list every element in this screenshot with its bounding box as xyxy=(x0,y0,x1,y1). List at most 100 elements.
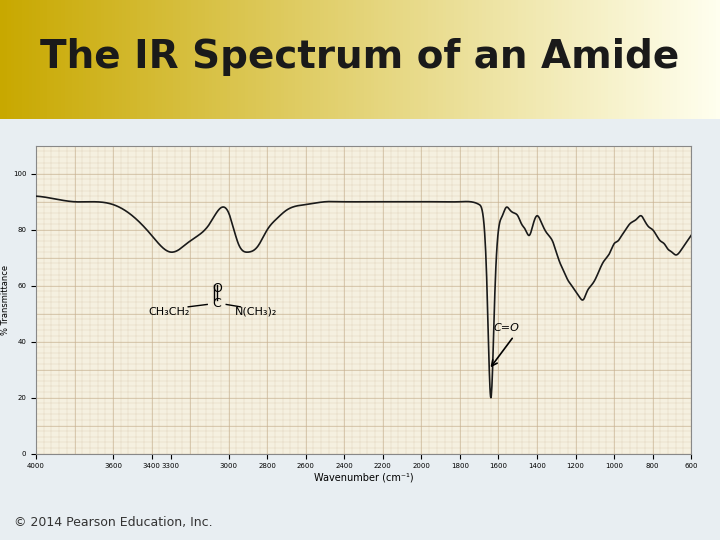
Bar xyxy=(180,0,184,119)
Bar xyxy=(133,0,137,119)
Bar xyxy=(281,0,284,119)
Bar xyxy=(209,0,212,119)
Bar xyxy=(137,0,140,119)
Bar xyxy=(418,0,421,119)
Y-axis label: % Transmittance: % Transmittance xyxy=(1,265,10,335)
Bar xyxy=(490,0,493,119)
Bar xyxy=(274,0,277,119)
Bar xyxy=(594,0,598,119)
Bar xyxy=(428,0,432,119)
Bar xyxy=(389,0,392,119)
Bar xyxy=(245,0,248,119)
Bar xyxy=(108,0,112,119)
Bar xyxy=(342,0,346,119)
Bar xyxy=(86,0,90,119)
Bar xyxy=(79,0,83,119)
Bar xyxy=(32,0,36,119)
Bar xyxy=(338,0,342,119)
Bar xyxy=(169,0,173,119)
Bar xyxy=(472,0,475,119)
Bar xyxy=(446,0,450,119)
Bar xyxy=(353,0,356,119)
Bar xyxy=(328,0,331,119)
Bar xyxy=(151,0,155,119)
Bar xyxy=(670,0,673,119)
Bar xyxy=(533,0,536,119)
Bar xyxy=(130,0,133,119)
X-axis label: Wavenumber (cm⁻¹): Wavenumber (cm⁻¹) xyxy=(314,472,413,482)
Bar xyxy=(634,0,637,119)
Bar xyxy=(605,0,608,119)
Bar xyxy=(374,0,378,119)
Bar xyxy=(346,0,349,119)
Bar xyxy=(641,0,644,119)
Bar xyxy=(277,0,281,119)
Bar xyxy=(630,0,634,119)
Bar xyxy=(360,0,364,119)
Bar xyxy=(54,0,58,119)
Bar xyxy=(76,0,79,119)
Bar xyxy=(500,0,504,119)
Bar xyxy=(43,0,47,119)
Bar xyxy=(464,0,468,119)
Bar xyxy=(234,0,238,119)
Bar xyxy=(220,0,223,119)
Bar xyxy=(230,0,234,119)
Bar xyxy=(299,0,302,119)
Bar xyxy=(558,0,562,119)
Bar xyxy=(266,0,270,119)
Bar xyxy=(414,0,418,119)
Bar xyxy=(241,0,245,119)
Bar xyxy=(349,0,353,119)
Bar xyxy=(698,0,702,119)
Bar xyxy=(216,0,220,119)
Bar xyxy=(11,0,14,119)
Bar xyxy=(421,0,425,119)
Bar xyxy=(22,0,25,119)
Bar xyxy=(482,0,486,119)
Bar xyxy=(547,0,551,119)
Bar xyxy=(256,0,259,119)
Bar xyxy=(590,0,594,119)
Bar xyxy=(126,0,130,119)
Bar xyxy=(601,0,605,119)
Bar xyxy=(356,0,360,119)
Bar xyxy=(212,0,216,119)
Bar xyxy=(317,0,320,119)
Bar xyxy=(580,0,583,119)
Bar xyxy=(382,0,385,119)
Bar xyxy=(666,0,670,119)
Bar xyxy=(608,0,612,119)
Bar xyxy=(7,0,11,119)
Bar xyxy=(223,0,227,119)
Bar xyxy=(680,0,684,119)
Bar xyxy=(61,0,65,119)
Bar xyxy=(486,0,490,119)
Bar xyxy=(320,0,324,119)
Bar xyxy=(378,0,382,119)
Bar xyxy=(90,0,94,119)
Bar xyxy=(659,0,662,119)
Text: CH₃CH₂: CH₃CH₂ xyxy=(148,307,190,316)
Bar xyxy=(194,0,198,119)
Bar xyxy=(529,0,533,119)
Bar xyxy=(313,0,317,119)
Bar xyxy=(713,0,716,119)
Bar xyxy=(497,0,500,119)
Bar xyxy=(288,0,292,119)
Bar xyxy=(526,0,529,119)
Bar xyxy=(202,0,205,119)
Bar xyxy=(673,0,677,119)
Bar xyxy=(101,0,104,119)
Bar xyxy=(112,0,115,119)
Bar xyxy=(598,0,601,119)
Text: The IR Spectrum of an Amide: The IR Spectrum of an Amide xyxy=(40,38,680,76)
Bar xyxy=(562,0,565,119)
Bar xyxy=(619,0,623,119)
Bar xyxy=(695,0,698,119)
Text: O: O xyxy=(212,282,222,295)
Bar xyxy=(47,0,50,119)
Bar xyxy=(450,0,454,119)
Bar xyxy=(565,0,569,119)
Bar xyxy=(155,0,158,119)
